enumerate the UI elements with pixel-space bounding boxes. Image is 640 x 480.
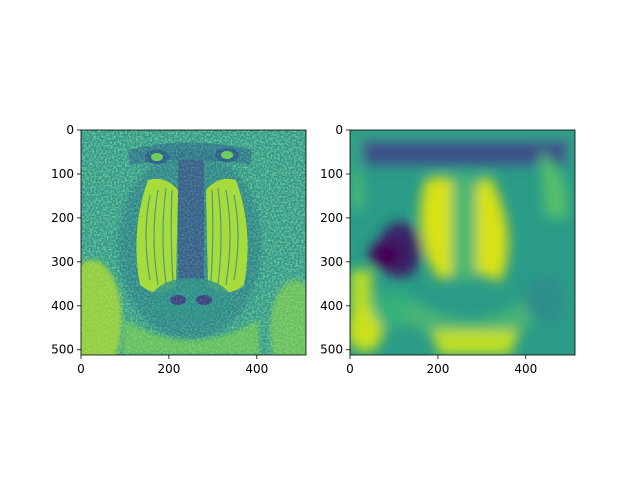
left-image-panel-ytick-label-100: 100 [51,167,74,181]
right-image-panel-ytick-label-200: 200 [320,211,343,225]
left-image [81,130,306,355]
left-image-panel-ytick-label-0: 0 [66,123,74,137]
right-image-panel-ytick-label-500: 500 [320,343,343,357]
right-image-panel-ytick-label-400: 400 [320,299,343,313]
right-image-panel-xtick-label-0: 0 [346,362,354,376]
right-axes-frame [349,129,576,356]
left-image-panel-ytick-label-500: 500 [51,343,74,357]
left-image-panel-xtick-label-200: 200 [157,362,180,376]
left-image-panel-xtick-label-400: 400 [245,362,268,376]
left-axes-frame [80,129,307,356]
left-image-panel-ytick-label-200: 200 [51,211,74,225]
right-image-panel-xtick-label-200: 200 [426,362,449,376]
right-image [350,130,575,355]
left-image-panel-ytick-label-400: 400 [51,299,74,313]
right-image-panel-ytick-label-300: 300 [320,255,343,269]
right-image-panel-ytick-label-100: 100 [320,167,343,181]
left-image-panel-ytick-label-300: 300 [51,255,74,269]
right-image-panel-ytick-label-0: 0 [335,123,343,137]
left-image-panel-xtick-label-0: 0 [77,362,85,376]
right-image-panel-xtick-label-400: 400 [514,362,537,376]
